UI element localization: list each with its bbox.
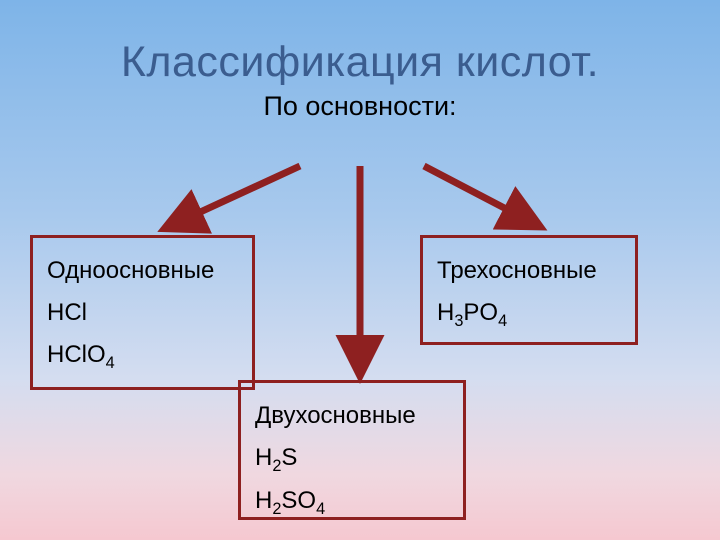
formula-line: HClO4: [47, 334, 238, 377]
formula-line: H2SO4: [255, 480, 449, 523]
box-tribasic: Трехосновные H3PO4: [420, 235, 638, 345]
box-dibasic: Двухосновные H2S H2SO4: [238, 380, 466, 520]
page-title: Классификация кислот.: [0, 0, 720, 87]
formula-line: H3PO4: [437, 292, 621, 335]
box-heading: Двухосновные: [255, 395, 449, 437]
page-subtitle: По основности:: [0, 91, 720, 122]
formula-line: H2S: [255, 437, 449, 480]
formula-line: HCl: [47, 292, 238, 334]
box-monobasic: Одноосновные HCl HClO4: [30, 235, 255, 390]
box-heading: Трехосновные: [437, 250, 621, 292]
box-heading: Одноосновные: [47, 250, 238, 292]
